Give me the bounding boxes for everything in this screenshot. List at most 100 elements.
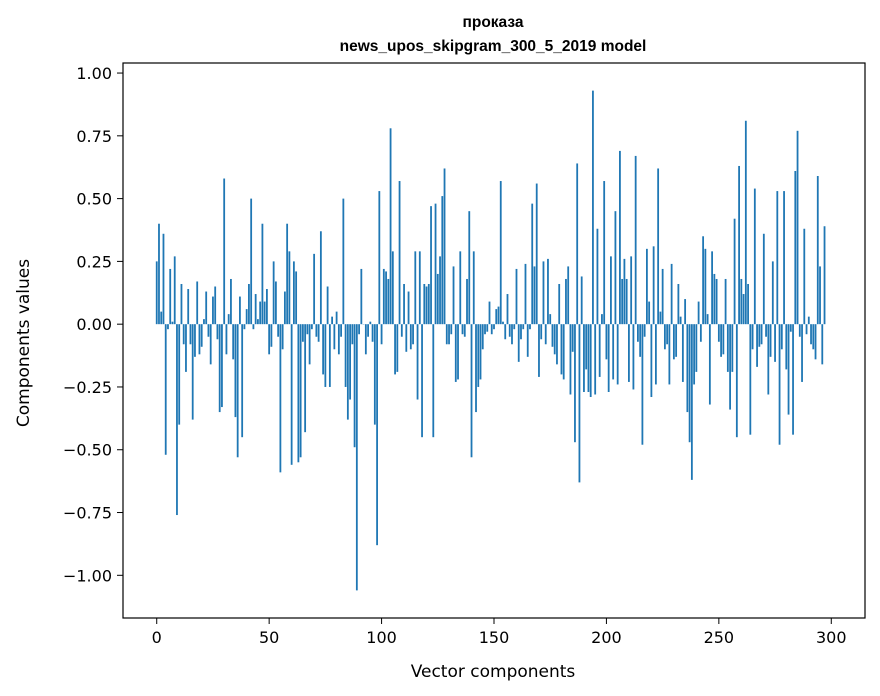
- bar: [749, 324, 752, 435]
- bar: [708, 324, 711, 405]
- bar: [167, 324, 169, 330]
- bar: [434, 203, 437, 325]
- bar: [322, 324, 325, 375]
- bar: [234, 324, 237, 418]
- bar: [454, 324, 457, 382]
- y-tick-label: −0.25: [63, 378, 112, 397]
- bar: [416, 324, 419, 400]
- bar: [355, 324, 358, 591]
- bar: [520, 324, 522, 340]
- bar: [729, 324, 731, 410]
- bar: [583, 324, 585, 392]
- bar: [603, 181, 606, 325]
- bar: [158, 223, 160, 325]
- bar: [619, 150, 621, 325]
- y-tick-label: −0.50: [63, 441, 112, 460]
- bar: [657, 168, 660, 325]
- bar: [443, 168, 446, 325]
- bar: [452, 266, 455, 325]
- bar: [371, 324, 374, 342]
- bar: [223, 178, 226, 325]
- bar: [490, 324, 493, 335]
- bar: [623, 258, 626, 325]
- bar: [758, 324, 761, 347]
- bar: [574, 324, 576, 443]
- bar: [823, 226, 826, 325]
- bar: [342, 198, 345, 325]
- bar: [243, 324, 246, 330]
- bar: [358, 324, 360, 335]
- bar: [659, 311, 662, 325]
- bar: [686, 324, 689, 413]
- bar: [776, 191, 779, 325]
- bar: [405, 324, 408, 352]
- bar: [704, 248, 707, 325]
- x-tick-label: 300: [816, 628, 847, 647]
- bar: [794, 170, 797, 325]
- bar: [288, 251, 291, 325]
- bar: [596, 228, 599, 325]
- bar: [400, 324, 403, 337]
- bar: [713, 273, 716, 325]
- bar: [295, 271, 298, 325]
- bar: [257, 319, 259, 325]
- bar: [731, 324, 734, 372]
- x-axis-ticks: 0 50 100 150 200 250 300: [152, 618, 847, 647]
- bar: [556, 324, 558, 365]
- bar: [236, 324, 239, 458]
- bar: [524, 263, 527, 325]
- bar: [630, 256, 633, 325]
- bar: [407, 291, 410, 325]
- bar: [643, 324, 646, 337]
- bar: [394, 324, 396, 375]
- bar: [162, 233, 165, 325]
- bar: [315, 324, 318, 337]
- bar: [535, 183, 538, 325]
- bar: [470, 324, 473, 458]
- bar: [553, 324, 556, 355]
- bar: [328, 324, 331, 387]
- bar: [418, 251, 421, 325]
- bar: [173, 256, 176, 325]
- bar: [756, 324, 758, 367]
- bar: [281, 324, 284, 350]
- bar: [688, 324, 691, 443]
- bar: [306, 324, 309, 335]
- x-tick-label: 50: [259, 628, 279, 647]
- bar: [481, 324, 484, 350]
- bar: [762, 233, 765, 325]
- bar: [270, 324, 273, 347]
- bar: [160, 311, 163, 325]
- bar: [225, 324, 228, 355]
- bar: [740, 278, 743, 325]
- bar: [589, 324, 592, 398]
- bar: [616, 324, 619, 385]
- bar: [497, 306, 500, 325]
- bar: [376, 324, 378, 546]
- bar: [459, 251, 462, 325]
- bar: [544, 324, 547, 345]
- bar: [632, 324, 635, 390]
- bar: [517, 324, 520, 362]
- bar: [816, 176, 819, 325]
- bar: [677, 284, 680, 325]
- bar: [367, 324, 369, 337]
- bar: [605, 324, 608, 360]
- bar: [461, 324, 464, 335]
- bar: [639, 324, 642, 357]
- bar: [722, 324, 725, 355]
- bar: [695, 324, 698, 372]
- bar: [227, 314, 230, 325]
- bar: [187, 289, 190, 325]
- bar: [391, 251, 394, 325]
- bar: [821, 324, 824, 365]
- bar: [637, 324, 639, 342]
- bar: [292, 261, 295, 325]
- bar: [502, 321, 504, 325]
- bar: [299, 324, 302, 458]
- bar: [663, 324, 666, 350]
- bar: [398, 181, 401, 325]
- bar: [610, 256, 612, 325]
- bar: [486, 324, 489, 332]
- bar: [349, 324, 351, 400]
